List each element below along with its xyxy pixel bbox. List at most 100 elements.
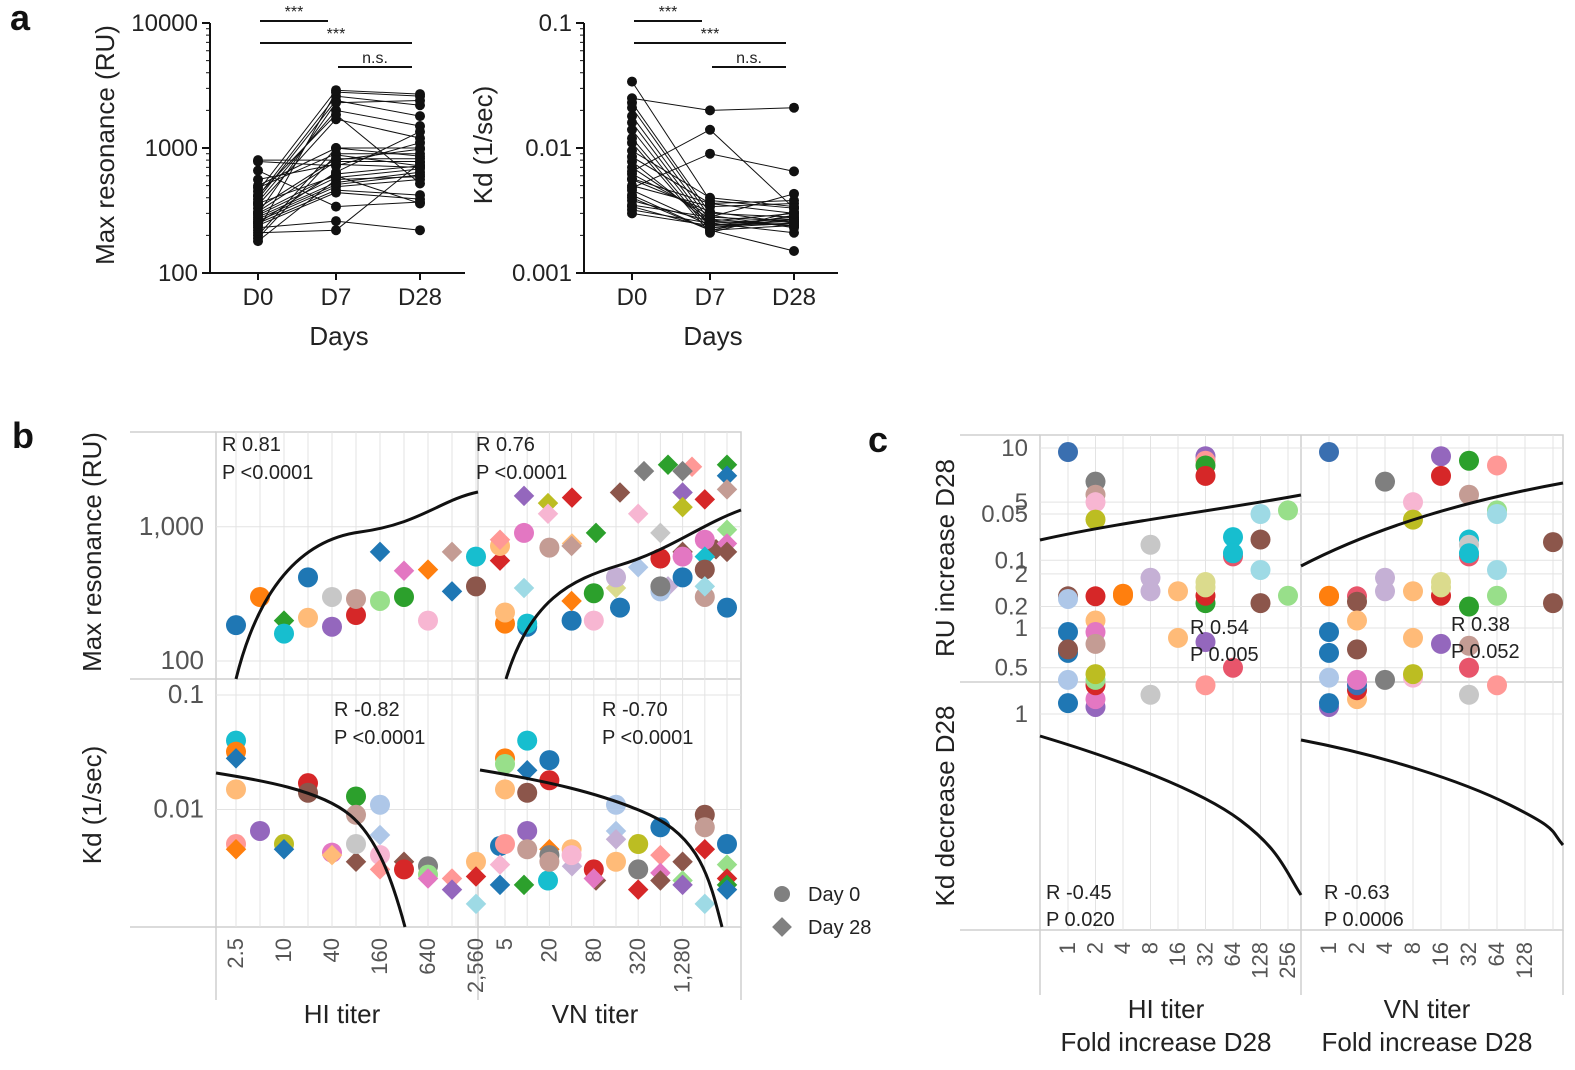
- scatter-point: [1140, 534, 1161, 555]
- a-data-point: [415, 225, 425, 236]
- scatter-point: [466, 576, 486, 597]
- b-y-tick-top: 1,000: [139, 511, 204, 541]
- scatter-point: [539, 537, 560, 558]
- c-stat-p: P 0.005: [1190, 644, 1259, 666]
- scatter-point-day28: [716, 465, 738, 487]
- panel-b-scatter-grid: Max resonance (RU) Kd (1/sec) HI titer V…: [77, 431, 871, 1029]
- scatter-point-day28: [273, 839, 295, 860]
- c-stat-r: R 0.54: [1190, 617, 1249, 639]
- b-x-title-vn: VN titer: [552, 999, 639, 1029]
- scatter-point: [1459, 684, 1479, 705]
- scatter-point: [694, 586, 715, 607]
- a-data-point: [789, 208, 799, 219]
- a-data-point: [253, 218, 263, 229]
- scatter-point: [1347, 610, 1367, 631]
- scatter-point: [1431, 446, 1451, 467]
- scatter-point: [1459, 635, 1479, 656]
- scatter-point: [1058, 669, 1078, 690]
- scatter-point: [495, 602, 515, 623]
- scatter-point: [517, 782, 538, 803]
- a-data-point: [331, 97, 341, 108]
- scatter-point: [1223, 657, 1243, 678]
- a-data-point: [415, 144, 425, 155]
- scatter-point: [1250, 504, 1271, 524]
- a-data-point: [253, 208, 263, 219]
- scatter-point: [1319, 642, 1339, 663]
- a-data-point: [789, 188, 799, 199]
- c-x-tick-vn: 128: [1512, 942, 1537, 979]
- scatter-point-day28: [650, 844, 671, 866]
- c-x-tick-vn: 16: [1428, 942, 1453, 966]
- a2-y-title: Kd (1/sec): [468, 86, 498, 205]
- a-y-tick-label: 0.001: [512, 260, 572, 287]
- scatter-point-day28: [516, 760, 538, 781]
- legend-circle-marker: [774, 886, 790, 902]
- c-x-subtitle-vn: Fold increase D28: [1322, 1027, 1533, 1057]
- legend-diamond-marker: [772, 917, 792, 937]
- c-x-tick-hi: 32: [1193, 942, 1218, 966]
- c-x-tick-hi: 64: [1220, 942, 1245, 966]
- scatter-point: [717, 834, 737, 855]
- c-y-tick-top: 1: [1015, 615, 1028, 642]
- scatter-point: [517, 839, 538, 860]
- scatter-point-day28: [585, 522, 607, 544]
- a-sig-label: ***: [659, 4, 678, 21]
- a-data-point: [415, 111, 425, 122]
- scatter-point: [1347, 639, 1367, 660]
- a-data-point: [331, 225, 341, 236]
- a-data-point: [415, 178, 425, 189]
- a-data-point: [253, 190, 263, 201]
- scatter-point: [1085, 633, 1106, 654]
- b-x-tick-vn: 1,280: [670, 938, 695, 993]
- scatter-point: [1431, 633, 1451, 654]
- c-x-tick-hi: 256: [1275, 942, 1300, 979]
- scatter-point: [226, 615, 246, 636]
- scatter-point: [672, 546, 693, 567]
- scatter-point: [346, 588, 366, 609]
- c-y-tick-bottom: 0.1: [995, 547, 1028, 574]
- b-stat-p: P <0.0001: [222, 462, 313, 484]
- scatter-point-day28: [369, 824, 391, 846]
- b-fit-curve-kd-vn: [479, 768, 724, 928]
- scatter-point-day28: [672, 851, 693, 873]
- b-y-title-top: Max resonance (RU): [77, 432, 107, 672]
- b-x-tick-vn: 5: [492, 938, 517, 950]
- a-data-point: [789, 218, 799, 229]
- scatter-point: [370, 590, 390, 611]
- scatter-point-day28: [489, 874, 511, 896]
- a-data-point: [253, 165, 263, 176]
- scatter-point: [1459, 543, 1479, 564]
- scatter-point: [1319, 693, 1339, 714]
- c-fit-curve-kd-hi: [1039, 734, 1303, 896]
- b-fit-curve-kd-hi: [215, 771, 407, 928]
- scatter-point: [298, 567, 318, 588]
- scatter-point: [1195, 465, 1216, 486]
- a-y-tick-label: 100: [158, 260, 198, 287]
- legend-day28: Day 28: [808, 917, 871, 939]
- scatter-point: [1431, 465, 1451, 486]
- legend-day0: Day 0: [808, 884, 860, 906]
- scatter-point: [1058, 588, 1078, 609]
- scatter-point: [250, 820, 270, 841]
- scatter-point-day28: [561, 590, 582, 612]
- panel-a-kd-chart: Kd (1/sec) Days 0.001 0.01 0.1 D0 D7 D28 *** **…: [468, 4, 838, 351]
- scatter-point-day28: [672, 482, 693, 503]
- c-x-subtitle-hi: Fold increase D28: [1061, 1027, 1272, 1057]
- scatter-point: [1140, 567, 1161, 588]
- scatter-point: [1250, 593, 1271, 614]
- scatter-point: [1250, 560, 1271, 581]
- scatter-point: [1459, 596, 1479, 617]
- scatter-point: [1403, 627, 1423, 648]
- c-stat-r: R -0.45: [1046, 882, 1112, 904]
- a-data-point: [789, 245, 799, 256]
- c-fit-curve-ru-hi: [1039, 493, 1302, 542]
- scatter-point: [1085, 689, 1106, 710]
- a-y-tick-label: 1000: [145, 135, 198, 162]
- scatter-point: [606, 851, 626, 872]
- a-data-point: [705, 105, 715, 116]
- c-x-tick-hi: 8: [1138, 942, 1163, 954]
- scatter-point: [1319, 622, 1339, 643]
- a-sig-label: n.s.: [736, 50, 762, 67]
- scatter-point: [1347, 669, 1367, 690]
- a2-x-title: Days: [683, 321, 742, 351]
